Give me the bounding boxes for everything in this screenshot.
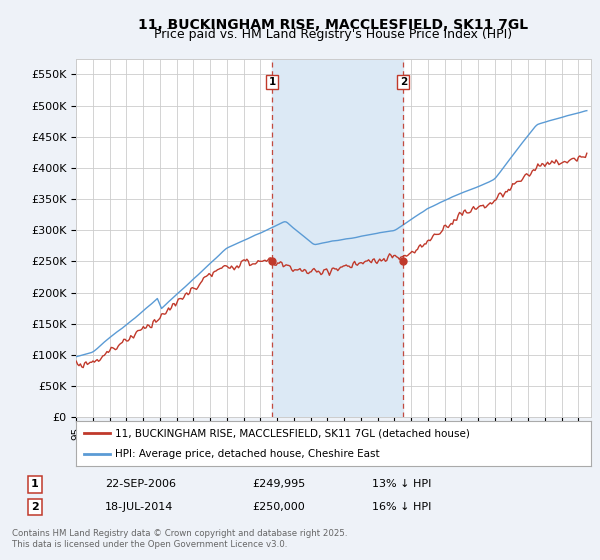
- Text: 11, BUCKINGHAM RISE, MACCLESFIELD, SK11 7GL: 11, BUCKINGHAM RISE, MACCLESFIELD, SK11 …: [138, 18, 528, 32]
- Text: 2: 2: [31, 502, 38, 512]
- Text: 1: 1: [269, 77, 276, 87]
- Text: 13% ↓ HPI: 13% ↓ HPI: [372, 479, 431, 489]
- Text: 18-JUL-2014: 18-JUL-2014: [105, 502, 173, 512]
- Text: £250,000: £250,000: [252, 502, 305, 512]
- Text: 1: 1: [31, 479, 38, 489]
- Text: 2: 2: [400, 77, 407, 87]
- Text: £249,995: £249,995: [252, 479, 305, 489]
- Text: HPI: Average price, detached house, Cheshire East: HPI: Average price, detached house, Ches…: [115, 449, 379, 459]
- Bar: [272, 59, 403, 417]
- Text: 22-SEP-2006: 22-SEP-2006: [105, 479, 176, 489]
- Text: Contains HM Land Registry data © Crown copyright and database right 2025.
This d: Contains HM Land Registry data © Crown c…: [12, 529, 347, 549]
- Text: 11, BUCKINGHAM RISE, MACCLESFIELD, SK11 7GL (detached house): 11, BUCKINGHAM RISE, MACCLESFIELD, SK11 …: [115, 428, 470, 438]
- Text: Price paid vs. HM Land Registry's House Price Index (HPI): Price paid vs. HM Land Registry's House …: [154, 28, 512, 41]
- Text: 16% ↓ HPI: 16% ↓ HPI: [372, 502, 431, 512]
